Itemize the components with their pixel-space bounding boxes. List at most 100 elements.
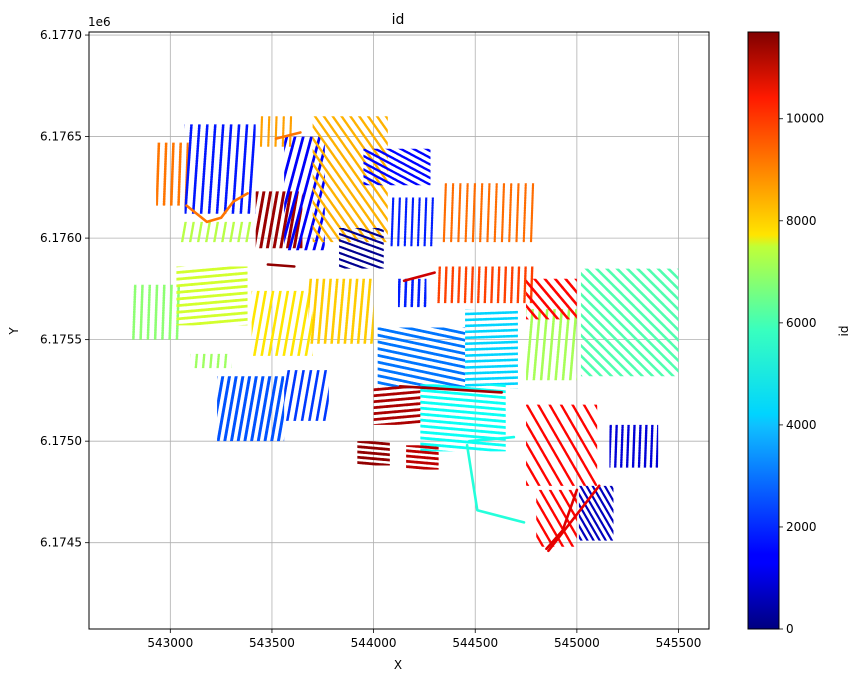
scatter-point-line — [450, 266, 455, 304]
scatter-point-line — [245, 221, 252, 243]
scatter-point-line — [420, 436, 506, 447]
scatter-point-line — [591, 485, 614, 525]
survey-field — [339, 227, 384, 269]
scatter-point-line — [580, 302, 655, 377]
scatter-point-line — [176, 298, 248, 308]
scatter-point-line — [255, 191, 266, 248]
scatter-point-line — [357, 445, 390, 451]
scatter-point-line — [217, 376, 225, 418]
scatter-point-line — [558, 489, 577, 522]
scatter-point-line — [373, 408, 421, 416]
scatter-point-line — [176, 271, 248, 281]
scatter-point-line — [580, 353, 604, 377]
scatter-point-line — [356, 278, 366, 344]
colorbar — [747, 31, 780, 630]
scatter-point-line — [385, 148, 431, 173]
scatter-point-line — [423, 197, 428, 247]
scatter-point-line — [483, 266, 488, 304]
scatter-point-line — [635, 268, 679, 312]
scatter-point-line — [357, 461, 390, 466]
x-tick-label: 543500 — [249, 636, 295, 650]
scatter-point-line — [377, 327, 466, 349]
scatter-point-line — [250, 376, 265, 442]
scatter-point-line — [331, 116, 388, 198]
scatter-point-track — [185, 192, 249, 224]
scatter-point-line — [199, 124, 209, 214]
scatter-point-line — [443, 266, 448, 304]
scatter-point-line — [196, 221, 203, 243]
scatter-point-line — [330, 278, 339, 344]
scatter-point-line — [580, 312, 645, 377]
scatter-point-line — [465, 322, 518, 328]
scatter-point-track — [465, 443, 526, 524]
colorbar-tick-label: 2000 — [786, 520, 817, 534]
scatter-point-line — [420, 430, 506, 441]
scatter-point-line — [256, 376, 272, 442]
scatter-point-line — [403, 197, 408, 247]
scatter-point-line — [548, 489, 577, 539]
scatter-point-line — [336, 278, 346, 344]
survey-field — [406, 445, 439, 470]
scatter-point-line — [169, 142, 175, 206]
scatter-point-line — [276, 399, 285, 442]
scatter-point-line — [465, 316, 518, 322]
scatter-point-line — [637, 424, 642, 468]
scatter-point-line — [252, 290, 268, 356]
scatter-point-line — [398, 327, 466, 342]
scatter-point-line — [188, 221, 195, 243]
scatter-point-line — [339, 232, 384, 252]
scatter-point-line — [486, 183, 491, 243]
colorbar-label: id — [837, 326, 851, 337]
scatter-point-line — [267, 116, 271, 147]
scatter-point-line — [397, 278, 401, 308]
scatter-point-line — [536, 515, 555, 547]
survey-field — [377, 327, 466, 389]
scatter-point-line — [377, 347, 466, 369]
scatter-point-line — [363, 148, 431, 186]
scatter-point-line — [285, 191, 300, 249]
survey-field — [373, 386, 421, 425]
scatter-point-line — [553, 278, 577, 307]
scatter-point-line — [625, 424, 630, 468]
scatter-point-line — [580, 364, 593, 377]
survey-field — [526, 404, 598, 486]
scatter-point-line — [289, 290, 304, 356]
survey-field — [190, 353, 232, 369]
scatter-point-line — [339, 245, 384, 264]
x-axis-label: X — [394, 658, 402, 672]
survey-field — [259, 116, 293, 147]
scatter-point-line — [420, 394, 506, 406]
scatter-point-line — [465, 370, 518, 375]
scatter-point-line — [465, 346, 518, 351]
scatter-point-line — [194, 353, 199, 369]
scatter-point-line — [580, 343, 614, 377]
colorbar-tick-label: 4000 — [786, 418, 817, 432]
survey-field — [580, 268, 679, 377]
scatter-point-line — [532, 278, 571, 320]
scatter-point-line — [229, 221, 236, 243]
scatter-point-line — [390, 197, 395, 247]
scatter-point-line — [465, 352, 518, 357]
scatter-point-line — [312, 148, 379, 243]
scatter-point-line — [373, 386, 421, 392]
colorbar-ticks: 0 2000 4000 6000 8000 10000 — [779, 112, 824, 636]
scatter-point-line — [479, 183, 484, 243]
chart-title: id — [392, 12, 405, 28]
scatter-point-line — [526, 404, 576, 486]
scatter-point-line — [526, 440, 553, 486]
scatter-point-line — [265, 191, 279, 249]
scatter-point-line — [580, 323, 635, 377]
scatter-point-line — [430, 197, 434, 247]
scatter-point-line — [304, 310, 313, 356]
scatter-point-line — [465, 376, 518, 381]
scatter-point-line — [363, 278, 372, 344]
scatter-point-line — [223, 353, 228, 369]
scatter-point-line — [237, 221, 244, 243]
scatter-point-line — [416, 197, 421, 247]
scatter-point-line — [470, 266, 475, 304]
scatter-point-line — [554, 309, 564, 381]
scatter-point-line — [216, 353, 221, 369]
scatter-point-line — [162, 142, 168, 206]
scatter-point-line — [465, 310, 518, 316]
scatter-point-line — [215, 124, 225, 214]
